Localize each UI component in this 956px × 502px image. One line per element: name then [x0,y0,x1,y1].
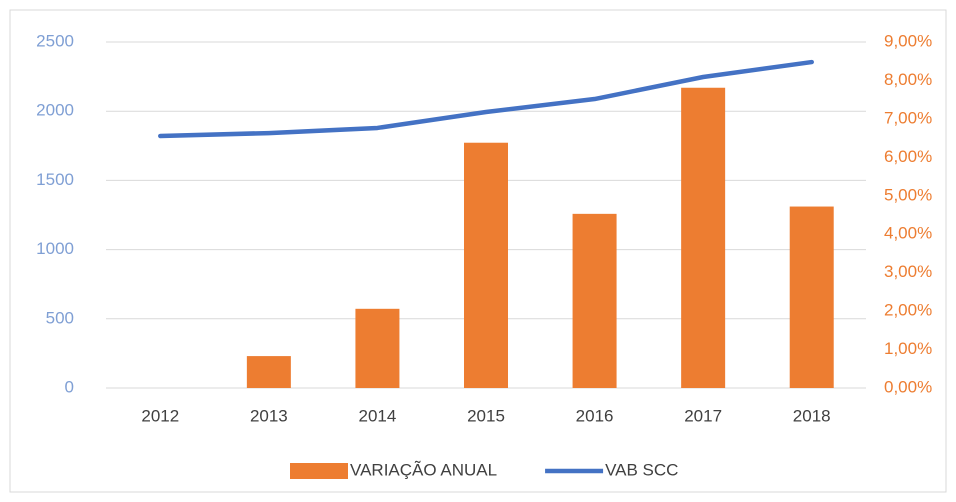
line [158,59,814,139]
y2-tick-label: 6,00% [884,147,932,166]
x-tick-label: 2013 [250,406,288,425]
y-tick-label: 500 [46,308,74,327]
bar [681,87,726,388]
bar [246,356,291,388]
y2-tick-label: 2,00% [884,301,932,320]
x-tick-label: 2016 [576,406,614,425]
bar [572,213,617,388]
legend-label: VAB SCC [605,460,678,479]
y2-tick-label: 8,00% [884,70,932,89]
x-tick-label: 2018 [793,406,831,425]
y2-tick-label: 0,00% [884,377,932,396]
x-tick-label: 2014 [359,406,397,425]
y-tick-label: 2500 [36,31,74,50]
y-tick-label: 2000 [36,101,74,120]
bar [355,308,400,388]
x-tick-label: 2012 [141,406,179,425]
y2-tick-label: 1,00% [884,339,932,358]
y-tick-label: 1000 [36,239,74,258]
y2-tick-label: 3,00% [884,262,932,281]
bar [789,206,834,388]
bar [464,142,508,388]
x-tick-label: 2015 [467,406,505,425]
y-tick-label: 0 [65,377,74,396]
y-tick-label: 1500 [36,170,74,189]
y2-tick-label: 5,00% [884,185,932,204]
x-tick-label: 2017 [684,406,722,425]
y2-tick-label: 4,00% [884,224,932,243]
y2-tick-label: 9,00% [884,31,932,50]
legend-swatch [290,463,348,479]
legend-label: VARIAÇÃO ANUAL [350,460,497,479]
y2-tick-label: 7,00% [884,108,932,127]
